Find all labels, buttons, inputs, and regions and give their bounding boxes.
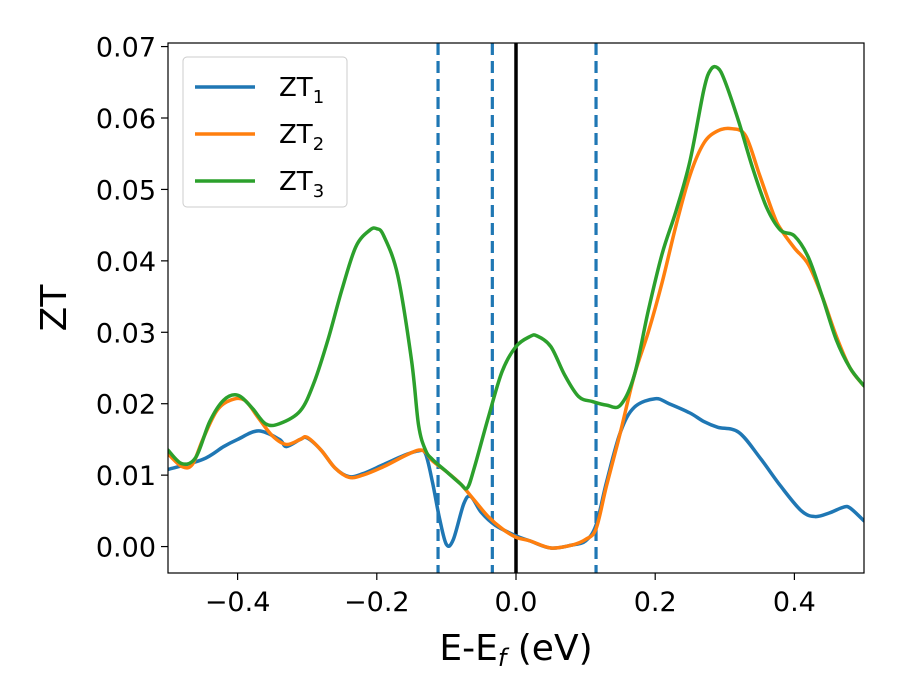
legend-box — [182, 56, 348, 208]
y-axis-label: ZT — [34, 284, 75, 332]
legend-item-zt3: ZT3 — [195, 167, 324, 202]
y-tick-label: 0.05 — [96, 175, 156, 206]
y-tick-label: 0.03 — [96, 318, 156, 349]
legend-label-subscript: 1 — [313, 87, 324, 108]
x-tick-label: −0.4 — [205, 587, 271, 618]
y-tick-label: 0.04 — [96, 247, 156, 278]
y-tick-label: 0.06 — [96, 104, 156, 135]
x-tick-label: 0.4 — [773, 587, 816, 618]
y-tick-label: 0.01 — [96, 461, 156, 492]
legend-label-subscript: 3 — [313, 181, 324, 202]
legend-label: ZT1 — [279, 73, 324, 108]
x-tick-label: 0.2 — [634, 587, 677, 618]
series-line-zt2 — [168, 126, 864, 550]
x-axis-label-unit: (eV) — [506, 628, 592, 669]
x-tick-label: 0.0 — [495, 587, 538, 618]
legend-label: ZT2 — [279, 120, 324, 155]
x-axis-label: E-Ef (eV) — [439, 628, 592, 672]
legend-label-main: ZT — [279, 73, 313, 103]
series-lines — [168, 64, 864, 550]
legend-item-zt2: ZT2 — [195, 120, 324, 155]
legend-label-subscript: 2 — [313, 134, 324, 155]
y-tick-label: 0.07 — [96, 33, 156, 64]
legend-item-zt1: ZT1 — [195, 73, 324, 108]
x-axis-label-main: E-E — [439, 628, 497, 669]
y-tick-label: 0.02 — [96, 390, 156, 421]
x-axis-ticks: −0.4 −0.2 0.0 0.2 0.4 — [205, 573, 816, 618]
y-axis-ticks: 0.00 0.01 0.02 0.03 0.04 0.05 0.06 0.07 — [96, 33, 168, 564]
x-tick-label: −0.2 — [344, 587, 410, 618]
legend-label-main: ZT — [279, 167, 313, 197]
legend-label-main: ZT — [279, 120, 313, 150]
vertical-lines — [436, 43, 598, 573]
series-line-zt3 — [168, 64, 864, 491]
y-tick-label: 0.00 — [96, 533, 156, 564]
legend-label: ZT3 — [279, 167, 324, 202]
